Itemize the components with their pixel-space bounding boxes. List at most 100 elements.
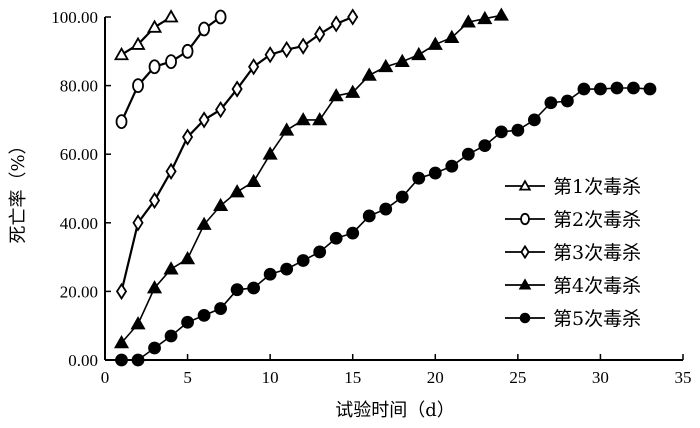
legend-item-4: 第4次毒杀: [505, 275, 641, 297]
triangle-filled-marker: [295, 112, 311, 126]
triangle-filled-marker: [328, 88, 344, 102]
triangle-filled-marker: [180, 251, 196, 265]
circle-filled-marker: [461, 147, 475, 161]
circle-filled-marker: [197, 309, 211, 322]
triangle-filled-marker: [493, 7, 509, 21]
circle-filled-marker: [428, 166, 442, 180]
y-tick-label: 40.00: [60, 214, 98, 233]
x-tick-label: 30: [592, 368, 609, 387]
circle-filled-marker: [263, 267, 277, 281]
circle-filled-marker: [280, 262, 294, 276]
circle-filled-marker: [131, 353, 145, 367]
circle-filled-marker: [362, 209, 376, 223]
circle-filled-marker: [494, 125, 508, 139]
x-tick-label: 15: [344, 368, 361, 387]
triangle-filled-marker: [113, 335, 130, 349]
series-group: [113, 7, 657, 367]
triangle-filled-marker: [394, 53, 410, 67]
circle-filled-marker: [610, 81, 624, 95]
circle-filled-marker: [313, 245, 327, 259]
triangle-filled-marker: [246, 173, 262, 188]
circle-filled-marker: [594, 82, 607, 96]
legend-label: 第2次毒杀: [553, 209, 641, 231]
circle-filled-marker: [247, 281, 261, 295]
triangle-filled-marker: [196, 216, 212, 230]
x-tick-label: 5: [183, 368, 192, 387]
series-1: [113, 9, 179, 61]
triangle-open-marker: [146, 19, 163, 33]
diamond-open-marker: [520, 244, 530, 260]
circle-filled-marker: [445, 159, 459, 173]
x-tick-label: 35: [675, 368, 692, 387]
diamond-open-marker: [115, 282, 128, 301]
triangle-filled-marker: [477, 10, 493, 25]
triangle-filled-marker: [279, 122, 295, 136]
triangle-filled-marker: [146, 280, 163, 294]
circle-filled-marker: [379, 202, 393, 216]
x-tick-label: 20: [427, 368, 444, 387]
circle-open-marker: [214, 9, 227, 25]
triangle-open-marker: [130, 36, 146, 50]
circle-open-marker: [181, 43, 194, 59]
legend-label: 第5次毒杀: [553, 308, 641, 330]
circle-filled-marker: [527, 113, 541, 127]
series-line: [120, 14, 502, 344]
triangle-open-marker: [113, 46, 130, 61]
triangle-filled-marker: [345, 84, 361, 98]
circle-filled-marker: [544, 96, 558, 110]
circle-filled-marker: [478, 139, 492, 153]
y-axis-label: 死亡率（%）: [8, 136, 29, 243]
circle-filled-marker: [148, 341, 161, 355]
axes: 0 5 10 15 20 25 30 35 0.00 20.00 40.00 60.00 80.00 10…: [51, 8, 691, 387]
diamond-open-marker: [215, 100, 227, 119]
triangle-filled-marker: [213, 197, 229, 212]
circle-filled-marker: [214, 302, 228, 315]
y-tick-label: 20.00: [60, 282, 98, 301]
diamond-open-marker: [182, 128, 194, 146]
triangle-filled-marker: [361, 67, 377, 81]
circle-filled-marker: [329, 231, 343, 245]
circle-open-marker: [520, 212, 530, 226]
diamond-open-marker: [148, 191, 161, 210]
diamond-open-marker: [165, 162, 177, 181]
x-tick-label: 0: [101, 368, 110, 387]
triangle-filled-marker: [312, 112, 328, 126]
triangle-open-marker: [518, 179, 532, 191]
x-tick-label: 25: [509, 368, 526, 387]
circle-filled-marker: [577, 82, 591, 96]
circle-filled-marker: [395, 190, 409, 204]
diamond-open-marker: [198, 111, 210, 129]
circle-filled-marker: [519, 312, 531, 324]
triangle-filled-marker: [229, 184, 245, 198]
circle-filled-marker: [643, 82, 657, 96]
series-5: [115, 81, 657, 367]
triangle-filled-marker: [378, 58, 394, 73]
circle-open-marker: [132, 78, 144, 93]
circle-open-marker: [148, 59, 161, 75]
series-line: [120, 16, 172, 56]
circle-filled-marker: [412, 171, 426, 185]
x-tick-label: 10: [262, 368, 279, 387]
circle-filled-marker: [511, 123, 525, 137]
series-3: [115, 8, 359, 301]
circle-filled-marker: [296, 254, 310, 267]
series-2: [115, 9, 227, 130]
diamond-open-marker: [347, 8, 359, 26]
triangle-filled-marker: [518, 278, 532, 290]
triangle-filled-marker: [427, 36, 443, 50]
y-tick-label: 100.00: [51, 8, 98, 27]
triangle-filled-marker: [130, 316, 146, 330]
legend-label: 第4次毒杀: [553, 275, 641, 297]
triangle-filled-marker: [262, 146, 278, 160]
legend-item-2: 第2次毒杀: [505, 209, 641, 231]
diamond-open-marker: [297, 37, 309, 55]
legend-item-5: 第5次毒杀: [505, 308, 641, 330]
legend-label: 第1次毒杀: [553, 176, 641, 198]
diamond-open-marker: [231, 80, 243, 98]
diamond-open-marker: [248, 58, 260, 76]
circle-filled-marker: [627, 81, 640, 95]
triangle-open-marker: [163, 9, 179, 23]
circle-filled-marker: [115, 353, 128, 367]
